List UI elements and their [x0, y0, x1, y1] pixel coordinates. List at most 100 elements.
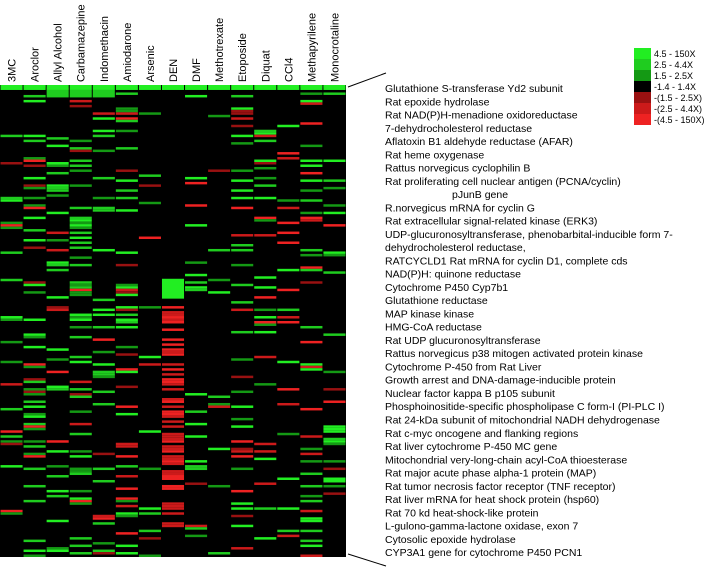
- heatmap-cell: [115, 465, 138, 468]
- heatmap-cell: [92, 479, 115, 483]
- heatmap-cell: [115, 119, 138, 123]
- heatmap-cell: [115, 512, 138, 515]
- heatmap-cell: [138, 529, 161, 533]
- heatmap-cell: [46, 184, 69, 187]
- heatmap-cell: [185, 281, 208, 284]
- heatmap-cell: [254, 323, 277, 326]
- heatmap-cell: [46, 263, 69, 267]
- legend-swatch: [634, 92, 651, 103]
- heatmap-cell: [231, 502, 254, 505]
- heatmap-cell: [0, 162, 23, 165]
- gene-label: Rat UDP glucuronosyltransferase: [385, 335, 541, 347]
- heatmap-cell: [254, 184, 277, 187]
- heatmap-cell: [23, 94, 46, 98]
- column-label: Arsenic: [145, 45, 157, 82]
- heatmap-cell: [277, 199, 300, 202]
- heatmap-cell: [46, 494, 69, 498]
- heatmap-cell: [46, 144, 69, 148]
- heatmap-cell: [300, 340, 323, 344]
- gene-label: RATCYCLD1 Rat mRNA for cyclin D1, comple…: [385, 255, 628, 267]
- heatmap-cell: [254, 234, 277, 237]
- heatmap-cell: [92, 89, 115, 98]
- heatmap-cell: [23, 445, 46, 448]
- heatmap-cell: [300, 164, 323, 167]
- legend-swatch: [634, 114, 651, 125]
- heatmap-cell: [161, 484, 185, 488]
- heatmap-cell: [138, 512, 161, 515]
- heatmap-cell: [0, 340, 23, 344]
- heatmap-cell: [277, 529, 300, 533]
- gene-label: Nuclear factor kappa B p105 subunit: [385, 388, 555, 400]
- heatmap-cell: [46, 239, 69, 242]
- heatmap-cell: [300, 544, 323, 548]
- gene-label: Cytosolic epoxide hydrolase: [385, 534, 516, 546]
- heatmap-cell: [185, 467, 208, 471]
- heatmap-cell: [138, 430, 161, 433]
- gene-label: Rattus norvegicus cyclophilin B: [385, 163, 530, 175]
- heatmap-cell: [23, 388, 46, 391]
- legend-swatch: [634, 70, 651, 81]
- heatmap-cell: [323, 159, 346, 163]
- heatmap-cell: [69, 283, 92, 287]
- heatmap-cell: [277, 206, 300, 210]
- heatmap-cell: [161, 457, 185, 461]
- heatmap-cell: [300, 144, 323, 148]
- heatmap-cell: [161, 348, 185, 351]
- column-label: Carbamazepine: [76, 4, 88, 82]
- heatmap-cell: [46, 268, 69, 272]
- heatmap-cell: [115, 313, 138, 317]
- heatmap-cell: [323, 370, 346, 374]
- heatmap-cell: [69, 89, 92, 98]
- heatmap-cell: [231, 390, 254, 394]
- heatmap-cell: [323, 427, 346, 431]
- heatmap-cell: [0, 221, 23, 225]
- heatmap-cell: [254, 457, 277, 461]
- heatmap-cell: [23, 539, 46, 543]
- column-label: Methotrexate: [214, 18, 226, 82]
- gene-label: Phosphoinositide-specific phospholipase …: [385, 401, 665, 413]
- heatmap-cell: [231, 196, 254, 200]
- heatmap-cell: [92, 298, 115, 302]
- heatmap-cell: [23, 549, 46, 553]
- heatmap-cell: [277, 85, 300, 90]
- heatmap-cell: [23, 335, 46, 339]
- heatmap-cell: [69, 139, 92, 143]
- heatmap-cell: [254, 316, 277, 319]
- heatmap-cell: [161, 470, 185, 473]
- heatmap-cell: [115, 293, 138, 297]
- heatmap-cell: [92, 452, 115, 456]
- heatmap-cell: [0, 316, 23, 319]
- heatmap-cell: [23, 467, 46, 471]
- heatmap-cell: [115, 318, 138, 321]
- heatmap-cell: [69, 544, 92, 548]
- heatmap-cell: [254, 537, 277, 540]
- heatmap-cell: [300, 102, 323, 105]
- heatmap-cell: [115, 487, 138, 490]
- heatmap-cell: [23, 440, 46, 443]
- heatmap-cell: [231, 308, 254, 312]
- heatmap-cell: [300, 529, 323, 533]
- heatmap-cell: [231, 547, 254, 550]
- legend-label: -1.4 - 1.4X: [654, 82, 696, 92]
- heatmap-cell: [185, 273, 208, 277]
- heatmap-cell: [231, 330, 254, 334]
- heatmap-cell: [92, 313, 115, 317]
- heatmap-cell: [46, 489, 69, 493]
- gene-label: NAD(P)H: quinone reductase: [385, 269, 521, 281]
- heatmap-cell: [46, 89, 69, 98]
- gene-label: Rat 24-kDa subunit of mitochondrial NADH…: [385, 415, 660, 427]
- heatmap-cell: [185, 524, 208, 528]
- heatmap-cell: [254, 85, 277, 90]
- heatmap-cell: [69, 497, 92, 500]
- heatmap-cell: [92, 390, 115, 394]
- legend-swatch: [634, 59, 651, 70]
- heatmap-cell: [277, 507, 300, 510]
- heatmap-cell: [115, 189, 138, 192]
- column-label: Aroclor: [30, 47, 42, 82]
- legend-label: 4.5 - 150X: [654, 49, 696, 59]
- heatmap-cell: [185, 482, 208, 485]
- gene-label: Rattus norvegicus p38 mitogen activated …: [385, 348, 643, 360]
- heatmap-cell: [46, 261, 69, 264]
- heatmap-cell: [115, 129, 138, 133]
- heatmap-cell: [161, 380, 185, 384]
